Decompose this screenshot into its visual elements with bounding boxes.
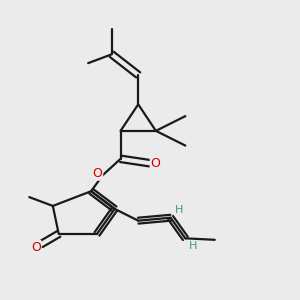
Text: O: O — [31, 241, 41, 254]
Text: H: H — [188, 241, 197, 251]
Text: O: O — [93, 167, 103, 180]
Text: O: O — [150, 157, 160, 170]
Text: H: H — [175, 206, 184, 215]
